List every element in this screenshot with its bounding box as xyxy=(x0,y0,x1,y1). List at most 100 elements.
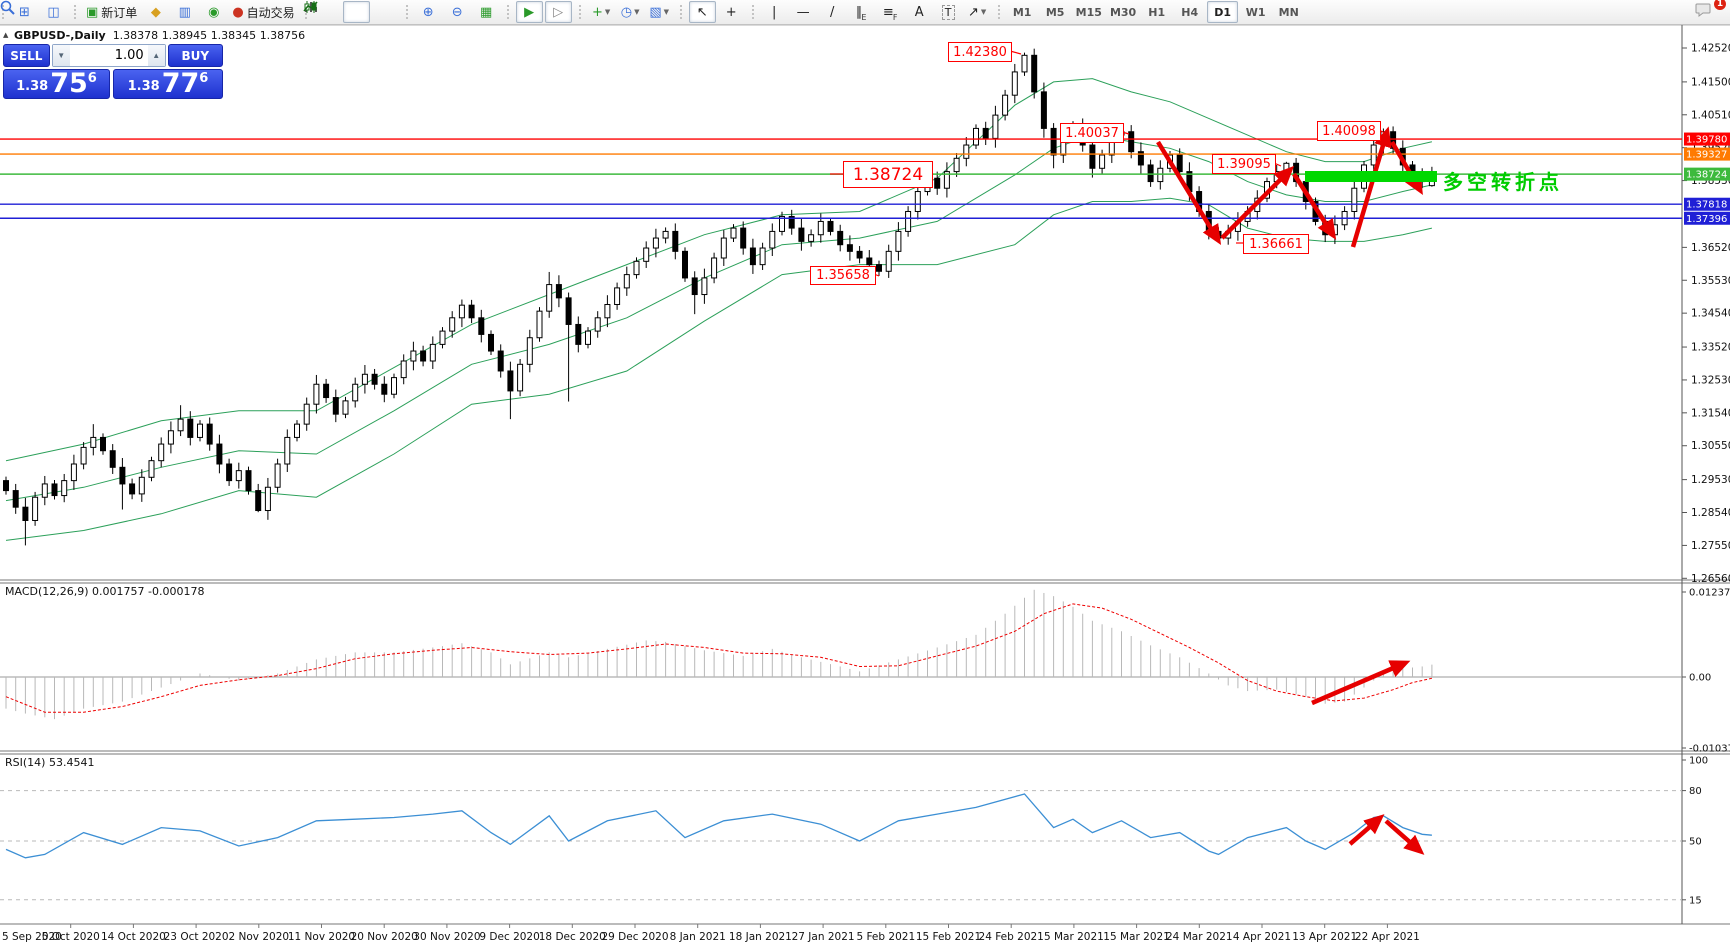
timeframe-m15[interactable]: M15 xyxy=(1075,5,1102,19)
candle-body xyxy=(652,237,659,249)
price-tick-label: 1.36520 xyxy=(1691,242,1730,254)
candle-body xyxy=(623,274,630,289)
candle-body xyxy=(885,250,892,272)
trend-arrow-rsi[interactable] xyxy=(1348,814,1385,846)
search-icon[interactable] xyxy=(0,0,1684,23)
volume-increase-button[interactable]: ▲ xyxy=(147,45,165,66)
metaeditor-icon[interactable]: ◆ xyxy=(150,4,161,20)
crosshair-icon[interactable]: + xyxy=(725,4,737,20)
price-tick-label: 1.41500 xyxy=(1691,76,1730,88)
text-icon[interactable]: A xyxy=(914,4,924,20)
candle-body xyxy=(371,373,378,385)
candlestick-chart-icon[interactable] xyxy=(304,1,370,23)
vertical-line-icon[interactable]: | xyxy=(771,4,777,20)
price-annotation[interactable]: 1.42380 xyxy=(948,42,1012,62)
turning-point-highlight[interactable] xyxy=(1305,171,1437,182)
timeframe-mn[interactable]: MN xyxy=(1278,5,1299,19)
candle-body xyxy=(90,436,97,448)
arrows-icon[interactable]: ↗ ▼ xyxy=(968,4,987,20)
equidistant-channel-icon[interactable]: ∥ E xyxy=(855,4,867,23)
turning-point-label[interactable]: 多空转折点 xyxy=(1443,170,1563,194)
notifications-icon[interactable]: 1 xyxy=(1694,0,1726,23)
fibonacci-icon[interactable]: ≡ F xyxy=(882,4,898,23)
toolbar-group: ⊕ ⊖ ▦ xyxy=(404,0,505,24)
candle-body xyxy=(235,470,242,482)
timeframe-h1[interactable]: H1 xyxy=(1148,5,1166,19)
price-annotation[interactable]: 1.35658 xyxy=(810,266,876,285)
price-annotation[interactable]: 1.38724 xyxy=(843,161,933,188)
candle-body xyxy=(12,490,19,508)
buy-button[interactable]: BUY xyxy=(167,44,223,67)
timeframe-m30[interactable]: M30 xyxy=(1109,5,1137,19)
line-chart-icon[interactable] xyxy=(303,1,399,23)
trend-arrow-main[interactable] xyxy=(1220,165,1295,240)
macd-main-value: 0.001757 xyxy=(92,585,145,598)
candle-body xyxy=(565,297,572,325)
candle-body xyxy=(643,247,650,262)
timeframe-w1[interactable]: W1 xyxy=(1245,5,1266,19)
chart-title: GBPUSD-,Daily 1.38378 1.38945 1.38345 1.… xyxy=(14,29,305,42)
candle-body xyxy=(604,304,611,319)
price-badge xyxy=(1684,132,1730,146)
new-chart-icon[interactable]: ⊞ xyxy=(19,4,30,20)
profiles-icon[interactable]: ◫ xyxy=(47,4,60,20)
text-label-icon[interactable]: T xyxy=(935,1,962,23)
templates-button[interactable]: ▧ ▼ xyxy=(649,4,670,20)
cursor-icon[interactable]: ↖ xyxy=(688,1,716,23)
price-annotation[interactable]: 1.36661 xyxy=(1243,234,1309,254)
candle-body xyxy=(827,220,834,232)
signals-icon[interactable]: ◉ xyxy=(208,4,220,20)
candle-body xyxy=(866,257,873,266)
autotrading-button[interactable]: ● 自动交易 xyxy=(232,4,295,20)
trendline-icon[interactable]: / xyxy=(829,4,835,20)
trend-arrow-main[interactable] xyxy=(1350,126,1392,248)
timeframe-h4[interactable]: H4 xyxy=(1181,5,1199,19)
candle-body xyxy=(614,287,621,306)
candle-body xyxy=(740,227,747,249)
timeframe-m5[interactable]: M5 xyxy=(1045,5,1065,19)
timeframe-m1[interactable]: M1 xyxy=(1012,5,1032,19)
rsi-indicator-label: RSI(14) 53.4541 xyxy=(5,756,95,769)
zoom-out-icon[interactable]: ⊖ xyxy=(451,4,463,20)
trend-arrow-main[interactable] xyxy=(1292,172,1337,240)
trend-arrow-macd[interactable] xyxy=(1311,660,1411,706)
candle-body xyxy=(51,483,58,497)
candle-body xyxy=(381,383,388,395)
volume-input[interactable] xyxy=(69,45,148,66)
candle-body xyxy=(575,323,582,345)
candle-body xyxy=(400,360,407,379)
auto-scroll-icon[interactable]: ▶ xyxy=(515,1,543,23)
sell-button[interactable]: SELL xyxy=(3,44,50,67)
indicators-button[interactable]: + ▼ xyxy=(592,4,611,20)
rsi-tick-label: 80 xyxy=(1689,786,1702,797)
price-annotation[interactable]: 1.40098 xyxy=(1317,121,1381,141)
zoom-in-icon[interactable]: ⊕ xyxy=(422,4,434,20)
sell-price-button[interactable]: 1.38 75 6 xyxy=(3,69,110,99)
terminal-icon[interactable]: ▥ xyxy=(178,4,191,20)
toolbar-group: ⊞ ◫ xyxy=(0,0,72,24)
trend-arrow-rsi[interactable] xyxy=(1384,819,1425,855)
trend-arrow-main[interactable] xyxy=(1390,140,1423,196)
new-order-button[interactable]: ▣ 新订单 xyxy=(86,4,138,20)
chart-shift-icon[interactable]: ▷ xyxy=(544,1,572,23)
candle-body xyxy=(507,370,514,392)
toolbar-right: 1 xyxy=(0,0,1730,23)
candle-body xyxy=(691,277,698,296)
buy-price-button[interactable]: 1.38 77 6 xyxy=(113,69,223,99)
candle-body xyxy=(352,383,359,402)
periods-button[interactable]: ◷ ▼ xyxy=(620,4,640,20)
volume-decrease-button[interactable]: ▼ xyxy=(52,45,70,66)
candle-body xyxy=(255,490,262,512)
timeframe-d1[interactable]: D1 xyxy=(1207,1,1239,23)
tile-windows-icon[interactable]: ▦ xyxy=(480,4,493,20)
candle-body xyxy=(711,257,718,279)
price-annotation[interactable]: 1.39095 xyxy=(1212,154,1276,174)
candle-body xyxy=(138,476,145,495)
candle-body xyxy=(585,330,591,345)
trend-arrow-main[interactable] xyxy=(1156,140,1222,245)
price-annotation[interactable]: 1.40037 xyxy=(1060,123,1124,143)
candle-body xyxy=(245,470,252,492)
bar-chart-icon[interactable] xyxy=(304,1,341,23)
horizontal-line-icon[interactable]: — xyxy=(796,4,810,20)
